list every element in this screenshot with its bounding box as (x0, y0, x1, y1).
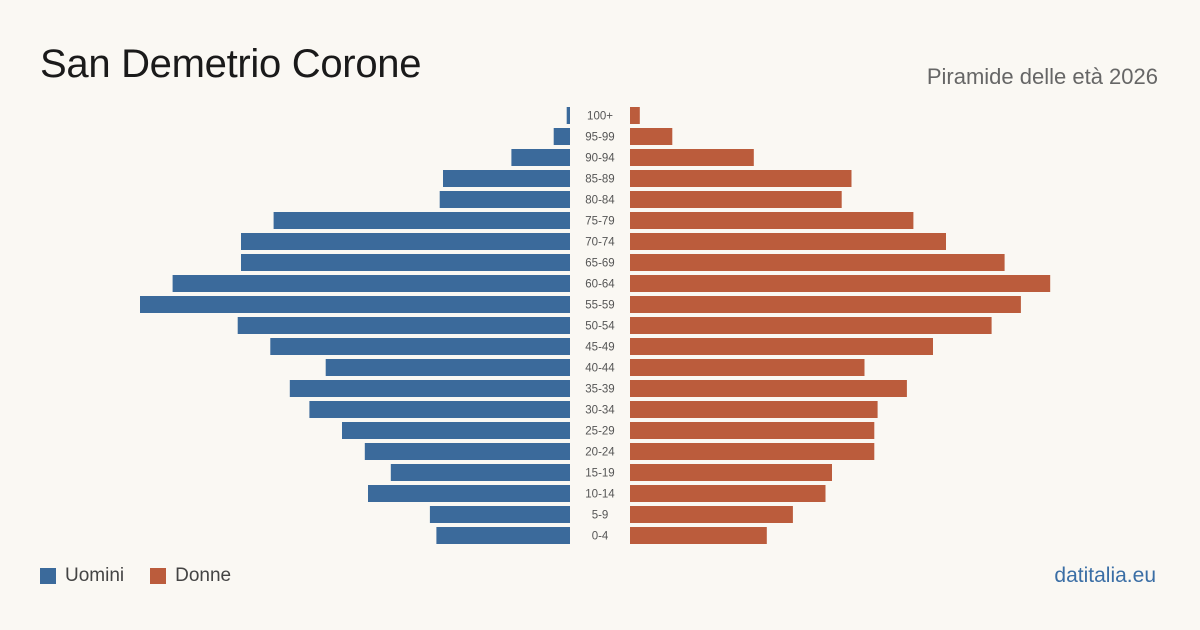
bar-men-85-89 (443, 170, 570, 187)
chart-subtitle: Piramide delle età 2026 (926, 64, 1158, 89)
legend-swatch-men (40, 568, 56, 584)
bar-men-5-9 (429, 506, 570, 523)
bar-men-40-44 (325, 359, 570, 376)
bar-men-55-59 (140, 296, 570, 313)
bar-women-15-19 (630, 464, 832, 481)
chart-title: San Demetrio Corone (40, 42, 422, 86)
bar-men-0-4 (436, 527, 570, 544)
men-bars (140, 107, 570, 544)
legend-item-men: Uomini (40, 565, 124, 587)
age-label-15-19: 15-19 (585, 468, 614, 480)
bar-women-25-29 (630, 422, 875, 439)
bar-women-80-84 (630, 191, 842, 208)
bar-women-30-34 (630, 401, 878, 418)
age-label-60-64: 60-64 (585, 279, 615, 291)
bar-men-65-69 (241, 254, 570, 271)
bar-men-25-29 (342, 422, 570, 439)
age-label-85-89: 85-89 (585, 174, 614, 186)
bar-women-5-9 (630, 506, 793, 523)
age-label-50-54: 50-54 (585, 321, 615, 333)
women-bars (630, 107, 1051, 544)
age-label-75-79: 75-79 (585, 216, 614, 228)
bar-men-75-79 (273, 212, 570, 229)
bar-women-90-94 (630, 149, 754, 166)
age-label-20-24: 20-24 (585, 447, 615, 459)
bar-men-60-64 (172, 275, 570, 292)
bar-women-10-14 (630, 485, 826, 502)
legend-item-women: Donne (150, 565, 231, 587)
age-label-45-49: 45-49 (585, 342, 614, 354)
bar-women-20-24 (630, 443, 875, 460)
age-label-90-94: 90-94 (585, 153, 615, 165)
bar-women-75-79 (630, 212, 914, 229)
legend-swatch-women (150, 568, 167, 584)
bar-women-35-39 (630, 380, 907, 397)
bar-men-45-49 (270, 338, 570, 355)
age-label-25-29: 25-29 (585, 426, 614, 438)
bar-men-30-34 (309, 401, 570, 418)
bar-men-70-74 (241, 233, 570, 250)
bar-women-50-54 (630, 317, 992, 334)
bar-women-85-89 (630, 170, 852, 187)
age-label-0-4: 0-4 (592, 531, 609, 543)
bar-women-60-64 (630, 275, 1051, 292)
age-label-35-39: 35-39 (585, 384, 614, 396)
bar-men-50-54 (237, 317, 570, 334)
legend-label-women: Donne (175, 565, 232, 586)
bar-women-95-99 (630, 128, 673, 145)
bar-men-95-99 (553, 128, 570, 145)
age-label-70-74: 70-74 (585, 237, 615, 249)
bar-women-40-44 (630, 359, 865, 376)
age-labels: 100+ 95-99 90-94 85-89 80-84 75-79 70-74 65-69 6… (585, 111, 615, 543)
age-label-65-69: 65-69 (585, 258, 614, 270)
age-label-100+: 100+ (587, 111, 613, 123)
bar-men-100+ (566, 107, 570, 124)
age-label-40-44: 40-44 (585, 363, 615, 375)
age-label-10-14: 10-14 (585, 489, 615, 501)
age-label-55-59: 55-59 (585, 300, 614, 312)
age-label-80-84: 80-84 (585, 195, 615, 207)
bar-men-20-24 (364, 443, 570, 460)
bar-women-0-4 (630, 527, 767, 544)
bar-men-80-84 (439, 191, 570, 208)
bar-men-15-19 (390, 464, 570, 481)
bar-men-90-94 (511, 149, 570, 166)
bar-men-35-39 (289, 380, 570, 397)
age-label-30-34: 30-34 (585, 405, 615, 417)
bar-women-70-74 (630, 233, 946, 250)
bar-women-55-59 (630, 296, 1021, 313)
bar-women-100+ (630, 107, 640, 124)
age-label-5-9: 5-9 (592, 510, 609, 522)
brand-link[interactable]: datitalia.eu (1054, 564, 1156, 587)
legend-label-men: Uomini (65, 565, 125, 586)
bar-women-65-69 (630, 254, 1005, 271)
bar-women-45-49 (630, 338, 933, 355)
age-label-95-99: 95-99 (585, 132, 614, 144)
legend: Uomini Donne (40, 565, 257, 587)
bar-men-10-14 (368, 485, 570, 502)
